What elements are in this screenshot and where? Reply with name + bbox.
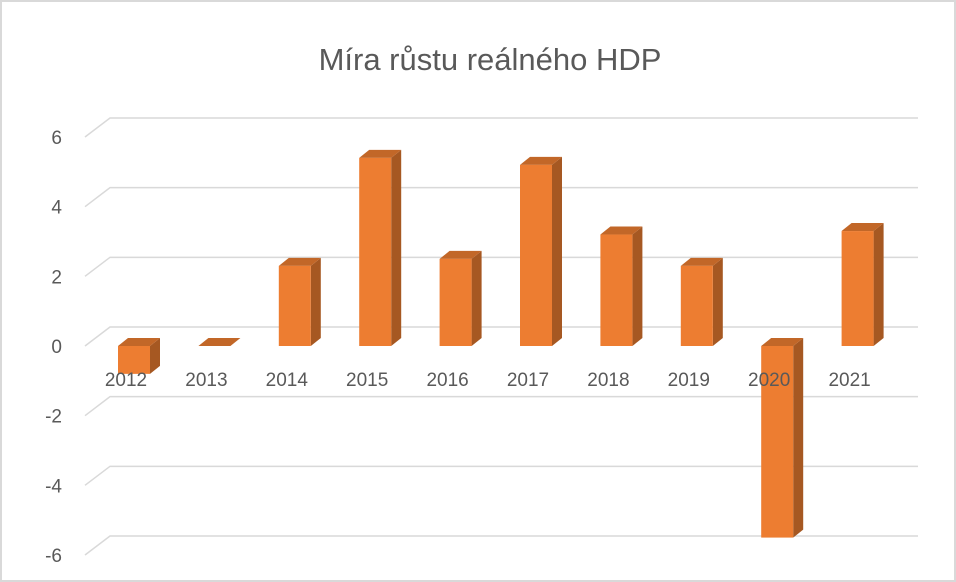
bar-front [439,258,472,346]
x-tick-label: 2014 [266,370,309,391]
bar-top [680,257,723,266]
grid-line [84,256,918,277]
bar-side [310,257,321,346]
bar-side [712,257,723,346]
bar-side [632,226,643,346]
x-tick-label: 2021 [828,370,870,391]
bar-front [680,265,713,346]
y-tick-label: -4 [45,476,62,497]
x-tick-label: 2012 [105,370,147,391]
bar-top [118,338,160,346]
grid-line [84,117,918,138]
bar-top [439,250,482,259]
bar [680,257,723,346]
bar-side [552,156,562,346]
bar-side [873,223,884,346]
bars [118,149,884,538]
chart-title: Míra růstu reálného HDP [319,42,662,77]
bar-top [600,226,643,235]
y-tick-label: 4 [51,198,62,219]
grid-line [84,535,918,556]
grid [84,117,918,556]
y-tick-label: 0 [51,337,62,358]
bar-side [391,149,402,346]
x-tick-label: 2018 [587,370,629,391]
x-tick-label: 2019 [668,370,710,391]
x-tick-label: 2017 [507,370,549,391]
bar-side [793,338,804,538]
y-tick-label: 2 [51,267,62,288]
bar-front [761,346,794,538]
bar-side [150,338,160,374]
grid-line [84,186,918,208]
bar [198,338,241,346]
bar [439,250,482,346]
bar-front [359,157,392,346]
x-tick-label: 2015 [346,370,388,391]
bar-front [118,346,150,374]
x-tick-label: 2013 [185,370,227,391]
bar-top [761,338,804,346]
bar-side [471,250,482,346]
x-tick-label: 2020 [748,370,790,391]
y-tick-label: -6 [45,546,62,567]
bar [118,338,160,374]
bar [278,257,321,346]
bar-top [520,156,562,165]
bar-top [359,149,402,158]
bar-top [841,223,884,232]
bar [761,338,804,538]
bar [600,226,643,346]
x-tick-label: 2016 [426,370,468,391]
y-tick-label: 6 [51,128,62,149]
bar-front [841,231,874,346]
bar [520,156,562,346]
bar [359,149,402,346]
bar-front [278,265,311,346]
bar-top [198,338,241,346]
labels: -6 -4 -2 0 2 4 6 2012 2013 2014 2015 2016 2017 2018 20… [45,128,871,567]
bar-top [278,257,321,266]
grid-line [84,395,918,417]
grid-line [84,465,918,486]
bar-front [520,164,552,346]
bar-front [600,234,633,346]
y-tick-label: -2 [45,407,62,428]
bar [841,223,884,346]
grid-line [84,326,918,347]
